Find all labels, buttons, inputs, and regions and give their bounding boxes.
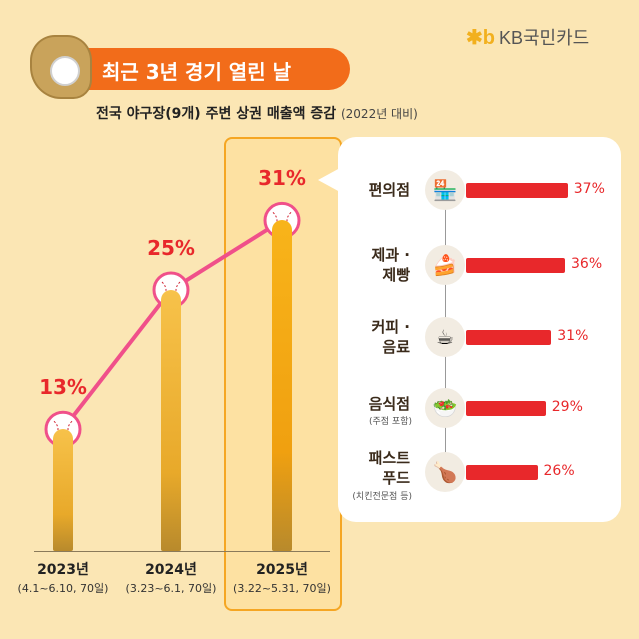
- category-label: 음식점 (주점 포함): [330, 394, 412, 427]
- kb-star-icon: ✱b: [466, 26, 495, 49]
- category-note: (치킨전문점 등): [352, 491, 412, 502]
- bat: [53, 429, 73, 551]
- baseline: [34, 551, 330, 552]
- title-banner: 최근 3년 경기 열린 날: [70, 48, 350, 90]
- category-label-line: 제과 ·: [371, 246, 410, 264]
- bat: [272, 220, 292, 551]
- period-label: (3.22~5.31, 70일): [233, 582, 331, 595]
- baseball-glove-icon: [30, 35, 92, 99]
- bar: [466, 183, 568, 198]
- bar-value-label: 36%: [571, 256, 603, 272]
- kb-kookmin-card-logo: ✱b KB국민카드: [466, 24, 589, 50]
- bar: [466, 465, 538, 480]
- category-label: 커피 · 음료: [330, 317, 412, 358]
- category-label-line: 푸드: [382, 469, 410, 488]
- bar: [466, 258, 565, 273]
- point-value-label: 31%: [258, 166, 306, 191]
- category-label-line: 제빵: [382, 266, 410, 285]
- bar-value-label: 31%: [557, 328, 589, 344]
- food-bowl-icon: 🥗: [425, 388, 465, 428]
- category-label-line: 편의점: [368, 181, 410, 199]
- category-note: (주점 포함): [368, 417, 412, 428]
- category-label-line: 음료: [382, 338, 410, 357]
- bar: [466, 401, 546, 416]
- bar-value-label: 37%: [573, 181, 605, 197]
- subtitle-main: 전국 야구장(9개) 주변 상권 매출액 증감: [96, 106, 337, 122]
- category-panel: [338, 137, 621, 522]
- year-label: 2024년: [145, 562, 197, 578]
- baseball-icon: [50, 56, 80, 86]
- point-value-label: 25%: [147, 236, 195, 260]
- category-label: 제과 · 제빵: [330, 245, 412, 286]
- fried-chicken-icon: 🍗: [425, 452, 465, 492]
- coffee-cup-icon: ☕: [425, 317, 465, 357]
- subtitle-note: (2022년 대비): [340, 107, 418, 121]
- bar-value-label: 29%: [551, 399, 583, 415]
- year-label: 2023년: [37, 562, 89, 578]
- year-label: 2025년: [256, 562, 308, 578]
- category-label: 편의점: [330, 180, 412, 200]
- subtitle: 전국 야구장(9개) 주변 상권 매출액 증감 (2022년 대비): [96, 103, 418, 123]
- convenience-store-icon: 🏪: [425, 170, 465, 210]
- panel-pointer: [318, 168, 340, 192]
- point-value-label: 13%: [39, 375, 87, 400]
- cake-icon: 🍰: [425, 245, 465, 285]
- category-label-line: 패스트: [368, 449, 410, 467]
- bar-value-label: 26%: [543, 463, 575, 479]
- period-label: (3.23~6.1, 70일): [125, 582, 217, 595]
- period-label: (4.1~6.10, 70일): [17, 582, 109, 595]
- bar: [466, 330, 552, 345]
- bat: [161, 290, 181, 551]
- category-label-line: 커피 ·: [371, 318, 410, 336]
- category-label-line: 음식점: [368, 395, 410, 413]
- logo-text: KB국민카드: [498, 28, 590, 48]
